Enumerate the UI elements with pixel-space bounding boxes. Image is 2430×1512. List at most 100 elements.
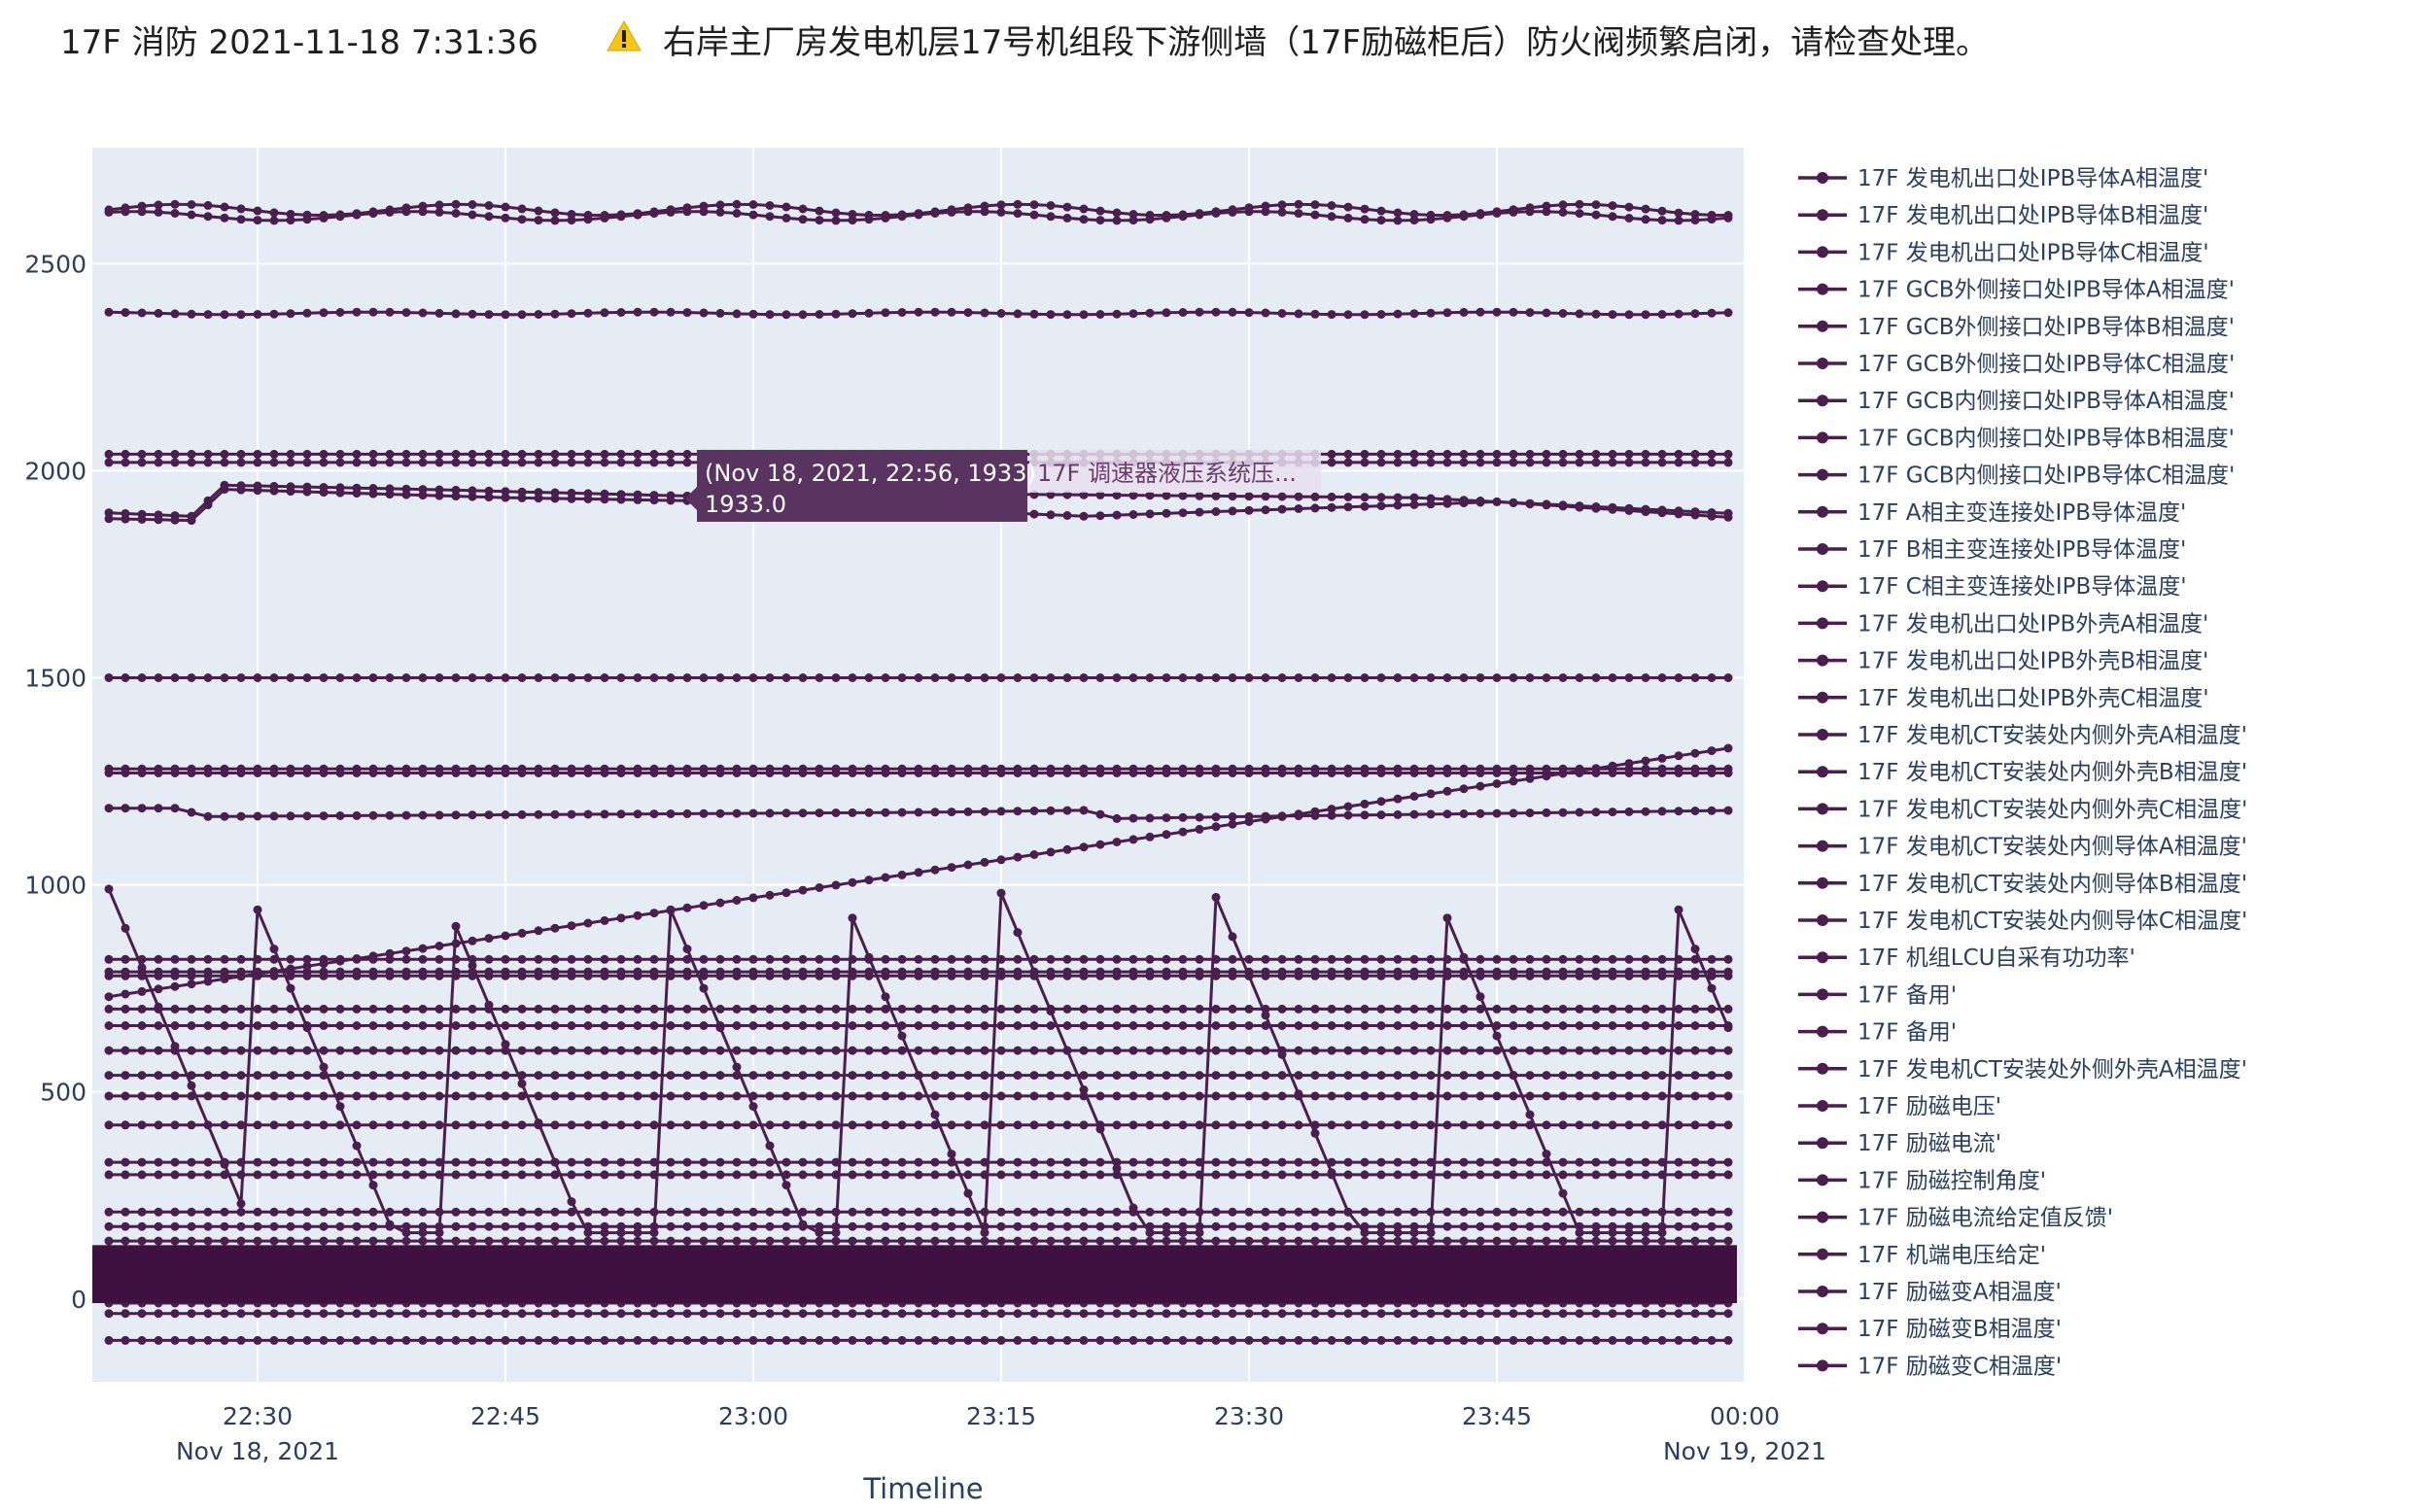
series-point bbox=[716, 972, 725, 980]
series-point bbox=[634, 1091, 642, 1100]
legend-item[interactable]: 17F C相主变连接处IPB导体温度' bbox=[1798, 574, 2187, 600]
series-point bbox=[1443, 769, 1452, 777]
series-point bbox=[1080, 955, 1089, 964]
series-point bbox=[782, 1091, 791, 1100]
series-point bbox=[171, 1309, 180, 1318]
legend-item[interactable]: 17F 发电机CT安装处内侧导体A相温度' bbox=[1798, 835, 2247, 860]
legend-item[interactable]: 17F GCB内侧接口处IPB导体A相温度' bbox=[1798, 389, 2235, 414]
series-point bbox=[1295, 1237, 1303, 1246]
legend-item[interactable]: 17F 机端电压给定' bbox=[1798, 1243, 2046, 1268]
series-point bbox=[1675, 1047, 1684, 1055]
series-point bbox=[601, 1237, 609, 1246]
series-point bbox=[1311, 972, 1320, 980]
series-point bbox=[931, 1208, 940, 1217]
series-point bbox=[419, 1091, 428, 1100]
legend-item[interactable]: 17F 发电机出口处IPB外壳C相温度' bbox=[1798, 686, 2209, 711]
legend-item[interactable]: 17F GCB内侧接口处IPB导体C相温度' bbox=[1798, 464, 2235, 489]
series-point bbox=[254, 207, 262, 216]
legend-item[interactable]: 17F 发电机出口处IPB外壳A相温度' bbox=[1798, 611, 2208, 636]
series-point bbox=[650, 1071, 659, 1080]
series-point bbox=[469, 1071, 477, 1080]
series-point bbox=[320, 308, 329, 317]
series-point bbox=[1625, 1158, 1634, 1167]
series-point bbox=[155, 1158, 163, 1167]
legend-item[interactable]: 17F 发电机出口处IPB导体A相温度' bbox=[1798, 166, 2208, 191]
series-point bbox=[1129, 510, 1138, 519]
series-point bbox=[518, 955, 527, 964]
series-point bbox=[1212, 209, 1221, 218]
series-point bbox=[1443, 458, 1452, 466]
series-point bbox=[1460, 1021, 1469, 1030]
legend-item[interactable]: 17F GCB内侧接口处IPB导体B相温度' bbox=[1798, 426, 2235, 451]
series-point bbox=[1708, 1309, 1717, 1318]
series-point bbox=[915, 1158, 923, 1167]
series-point bbox=[832, 1071, 841, 1080]
legend-label: 17F 发电机CT安装处外侧外壳A相温度' bbox=[1857, 1057, 2247, 1082]
series-point bbox=[419, 955, 428, 964]
series-point bbox=[1196, 1047, 1204, 1055]
legend-item[interactable]: 17F 励磁变A相温度' bbox=[1798, 1280, 2062, 1305]
legend-item[interactable]: 17F A相主变连接处IPB导体温度' bbox=[1798, 500, 2186, 526]
series-point bbox=[485, 1001, 494, 1010]
series-point bbox=[1658, 1005, 1667, 1014]
series-point bbox=[1212, 1336, 1221, 1345]
series-point bbox=[1113, 310, 1122, 319]
legend-item[interactable]: 17F GCB外侧接口处IPB导体B相温度' bbox=[1798, 315, 2235, 340]
legend-item[interactable]: 17F 励磁电流给定值反馈' bbox=[1798, 1206, 2113, 1231]
series-point bbox=[617, 308, 626, 317]
legend-item[interactable]: 17F GCB外侧接口处IPB导体A相温度' bbox=[1798, 278, 2235, 303]
legend-item[interactable]: 17F 发电机CT安装处外侧外壳A相温度' bbox=[1798, 1057, 2247, 1082]
series-point bbox=[1080, 1336, 1089, 1345]
legend-item[interactable]: 17F 发电机出口处IPB导体C相温度' bbox=[1798, 240, 2209, 265]
series-point bbox=[1559, 1336, 1568, 1345]
series-point bbox=[1063, 807, 1072, 815]
series-point bbox=[1245, 817, 1254, 826]
series-point bbox=[419, 1208, 428, 1217]
legend-item[interactable]: 17F 备用' bbox=[1798, 1020, 1957, 1046]
series-point bbox=[997, 855, 1006, 864]
legend-item[interactable]: 17F 发电机CT安装处内侧外壳B相温度' bbox=[1798, 760, 2247, 785]
legend-item[interactable]: 17F GCB外侧接口处IPB导体C相温度' bbox=[1798, 352, 2235, 377]
series-point bbox=[683, 207, 692, 216]
legend-item[interactable]: 17F 发电机CT安装处内侧导体C相温度' bbox=[1798, 909, 2247, 934]
series-point bbox=[898, 212, 907, 221]
legend-item[interactable]: 17F B相主变连接处IPB导体温度' bbox=[1798, 537, 2186, 563]
legend[interactable]: 17F 发电机出口处IPB导体A相温度' 17F 发电机出口处IPB导体B相温度'… bbox=[1798, 166, 2247, 1379]
series-point bbox=[188, 1021, 196, 1030]
legend-item[interactable]: 17F 发电机CT安装处内侧导体B相温度' bbox=[1798, 872, 2247, 897]
series-point bbox=[1295, 1071, 1303, 1080]
series-point bbox=[1129, 835, 1138, 843]
series-point bbox=[1724, 1071, 1733, 1080]
y-tick-label: 1000 bbox=[24, 872, 87, 900]
legend-item[interactable]: 17F 备用' bbox=[1798, 982, 1957, 1008]
series-point bbox=[204, 1336, 213, 1345]
series-point bbox=[601, 1208, 609, 1217]
legend-item[interactable]: 17F 发电机CT安装处内侧外壳A相温度' bbox=[1798, 723, 2247, 748]
legend-item[interactable]: 17F 励磁变C相温度' bbox=[1798, 1354, 2062, 1379]
series-point bbox=[1609, 1228, 1617, 1237]
series-point bbox=[419, 1158, 428, 1167]
series-point bbox=[1576, 1228, 1584, 1237]
series-point bbox=[419, 1336, 428, 1345]
series-point bbox=[816, 216, 824, 224]
series-point bbox=[353, 1047, 362, 1055]
legend-item[interactable]: 17F 励磁电流' bbox=[1798, 1131, 2001, 1156]
series-point bbox=[700, 1091, 709, 1100]
legend-item[interactable]: 17F 发电机出口处IPB导体B相温度' bbox=[1798, 203, 2208, 228]
legend-item[interactable]: 17F 励磁变B相温度' bbox=[1798, 1317, 2062, 1342]
series-point bbox=[270, 487, 279, 496]
legend-item[interactable]: 17F 励磁电压' bbox=[1798, 1094, 2001, 1119]
legend-swatch-marker bbox=[1817, 841, 1828, 852]
legend-item[interactable]: 17F 励磁控制角度' bbox=[1798, 1168, 2046, 1193]
legend-item[interactable]: 17F 机组LCU自采有功功率' bbox=[1798, 945, 2135, 971]
legend-item[interactable]: 17F 发电机出口处IPB外壳B相温度' bbox=[1798, 649, 2208, 674]
series-point bbox=[1063, 955, 1072, 964]
series-point bbox=[320, 1170, 329, 1179]
series-point bbox=[865, 953, 874, 962]
series-point bbox=[1642, 1336, 1650, 1345]
series-point bbox=[1493, 779, 1502, 788]
series-point bbox=[237, 812, 246, 821]
series-point bbox=[1609, 212, 1617, 221]
legend-item[interactable]: 17F 发电机CT安装处内侧外壳C相温度' bbox=[1798, 797, 2247, 822]
